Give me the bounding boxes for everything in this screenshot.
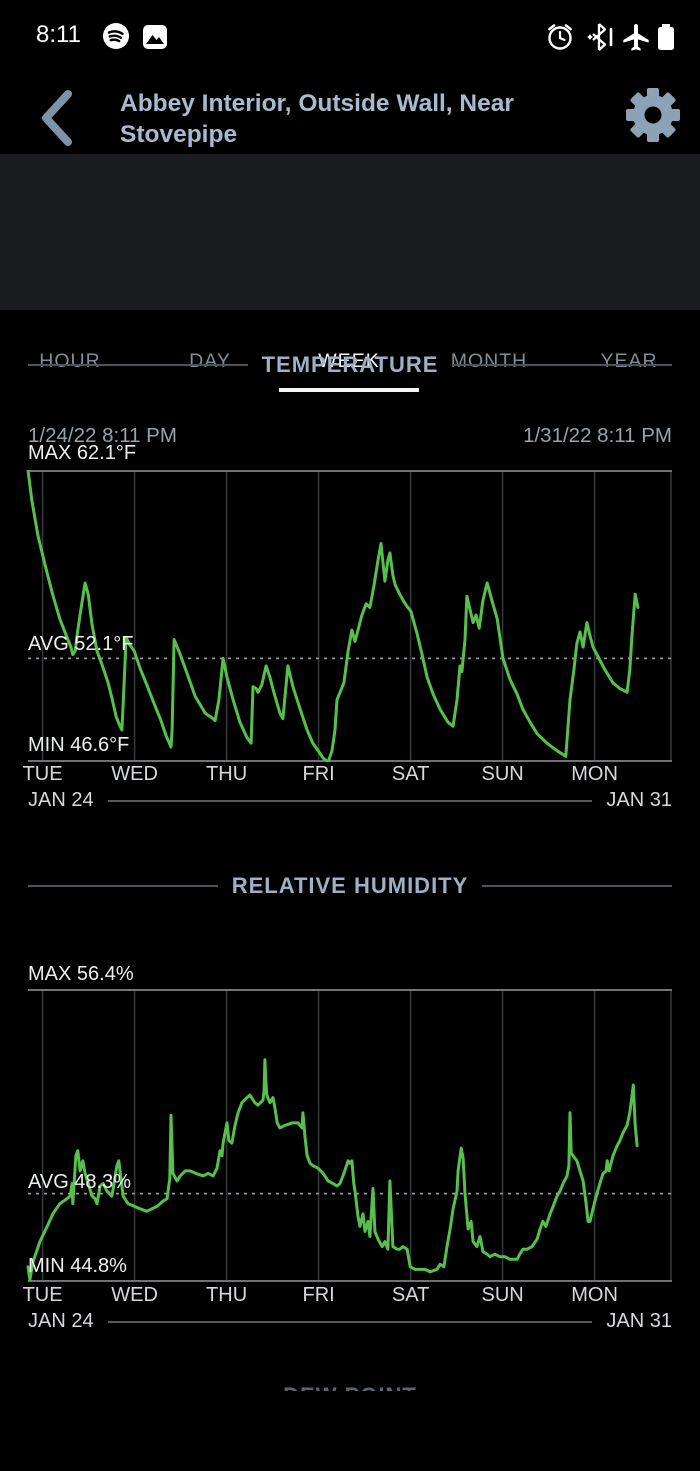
axis-day-label: SAT xyxy=(391,763,430,785)
back-button[interactable] xyxy=(34,88,78,148)
temperature-section-title: TEMPERATURE xyxy=(28,352,673,378)
humidity-day-axis: TUE WED THU FRI SAT SUN MON xyxy=(0,1284,700,1308)
humidity-chart[interactable] xyxy=(0,989,700,1282)
temp-avg-label: AVG 52.1°F xyxy=(28,633,134,655)
axis-day-label: SUN xyxy=(481,763,524,785)
android-nav-bar xyxy=(0,1395,700,1471)
range-end-date: 1/31/22 8:11 PM xyxy=(523,424,672,447)
axis-start-date: JAN 24 xyxy=(28,1310,94,1332)
axis-end-date: JAN 31 xyxy=(606,1310,672,1332)
axis-day-label: FRI xyxy=(302,763,335,785)
temperature-chart[interactable] xyxy=(0,470,700,762)
tab-day[interactable]: DAY xyxy=(189,350,231,372)
axis-day-label: TUE xyxy=(22,763,63,785)
bluetooth-connected-icon xyxy=(587,23,613,51)
humidity-min-label: MIN 44.8% xyxy=(28,1255,127,1277)
axis-day-label: THU xyxy=(206,763,248,785)
temp-max-label: MAX 62.1°F xyxy=(28,442,137,464)
alarm-icon xyxy=(548,24,572,50)
axis-day-label: MON xyxy=(571,1284,618,1306)
status-time: 8:11 xyxy=(36,21,81,48)
humidity-section-title: RELATIVE HUMIDITY xyxy=(28,873,672,899)
settings-button[interactable] xyxy=(624,86,682,144)
divider-line xyxy=(28,885,218,887)
section-title-text: RELATIVE HUMIDITY xyxy=(231,873,469,898)
range-tab-row: HOUR DAY WEEK MONTH YEAR xyxy=(0,350,700,376)
battery-icon xyxy=(658,24,674,50)
back-chevron-icon xyxy=(42,90,72,146)
page-title: Abbey Interior, Outside Wall, Near Stove… xyxy=(120,90,514,148)
axis-day-label: SUN xyxy=(481,1284,524,1306)
axis-day-label: MON xyxy=(571,763,618,785)
range-start-date: 1/24/22 8:11 PM xyxy=(28,424,177,447)
axis-day-label: WED xyxy=(111,763,158,785)
axis-start-date: JAN 24 xyxy=(28,789,94,811)
range-tab-section: HOUR DAY WEEK MONTH YEAR 1/24/22 8:11 PM 1/3… xyxy=(0,154,700,447)
gear-icon xyxy=(626,88,680,142)
axis-day-label: TUE xyxy=(22,1284,63,1306)
next-section-clipped-title: DEW POINT xyxy=(0,1383,700,1391)
divider-line xyxy=(452,364,673,366)
axis-day-label: FRI xyxy=(302,1284,335,1306)
temp-date-axis: JAN 24 JAN 31 xyxy=(28,789,672,812)
tab-hour[interactable]: HOUR xyxy=(39,350,101,372)
airplane-mode-icon xyxy=(623,24,649,51)
section-title-text: TEMPERATURE xyxy=(261,352,439,377)
axis-day-label: THU xyxy=(206,1284,248,1306)
tab-year[interactable]: YEAR xyxy=(600,350,658,372)
humidity-avg-label: AVG 48.3% xyxy=(28,1171,132,1193)
humidity-max-label: MAX 56.4% xyxy=(28,963,134,985)
divider-line xyxy=(482,885,672,887)
axis-line xyxy=(107,1320,593,1323)
temp-min-label: MIN 46.6°F xyxy=(28,734,130,756)
axis-day-label: WED xyxy=(111,1284,158,1306)
humidity-date-axis: JAN 24 JAN 31 xyxy=(28,1310,672,1333)
temp-day-axis: TUE WED THU FRI SAT SUN MON xyxy=(0,763,700,787)
tab-week[interactable]: WEEK xyxy=(318,350,380,372)
gallery-icon xyxy=(143,25,167,49)
spotify-icon xyxy=(103,23,129,49)
axis-day-label: SAT xyxy=(391,1284,430,1306)
active-tab-underline xyxy=(279,388,419,392)
divider-line xyxy=(28,364,248,366)
axis-end-date: JAN 31 xyxy=(606,789,672,811)
tab-month[interactable]: MONTH xyxy=(450,350,528,372)
axis-line xyxy=(107,799,593,802)
clipped-title-text: DEW POINT xyxy=(283,1383,417,1391)
